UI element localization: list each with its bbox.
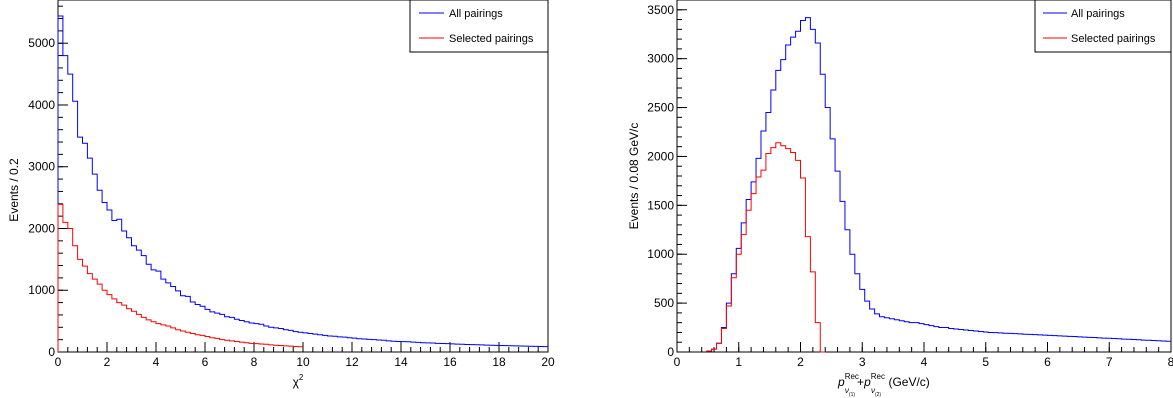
right-x-axis-title-subsub2: (2) [875, 392, 881, 398]
left-series-all-pairings [57, 15, 548, 352]
left-y-tick-label: 0 [48, 345, 55, 359]
left-x-tick-label: 0 [55, 355, 62, 369]
right-legend-label-selected: Selected pairings [1071, 33, 1156, 45]
right-chart: 0 500 1000 1500 2000 2500 3000 3500 0 1 2 3 4 5 6 7 8 E… [627, 0, 1173, 398]
right-plot-frame [676, 0, 1172, 353]
right-y-axis: 0 500 1000 1500 2000 2500 3000 3500 [647, 0, 687, 359]
right-x-tick-label: 1 [735, 355, 742, 369]
left-y-tick-label: 4000 [28, 98, 55, 112]
right-x-axis-title-sup2: Rec [871, 372, 885, 381]
left-x-tick-label: 6 [202, 355, 209, 369]
left-y-tick-label: 3000 [28, 160, 55, 174]
right-legend-label-all: All pairings [1071, 8, 1125, 20]
right-x-tick-label: 8 [1168, 355, 1173, 369]
right-x-axis: 0 1 2 3 4 5 6 7 8 [674, 342, 1173, 369]
right-x-axis-title-unit: (GeV/c) [885, 375, 930, 389]
left-x-tick-label: 16 [443, 355, 457, 369]
right-y-tick-label: 0 [667, 345, 674, 359]
right-x-tick-label: 4 [921, 355, 928, 369]
right-x-axis-title-sup1: Rec [845, 372, 859, 381]
left-x-tick-label: 4 [153, 355, 160, 369]
left-series-group [57, 15, 548, 352]
right-x-tick-label: 0 [674, 355, 681, 369]
left-x-tick-label: 10 [296, 355, 310, 369]
left-y-axis-title: Events / 0.2 [7, 158, 21, 222]
right-series-selected-pairings [706, 142, 826, 353]
right-y-tick-label: 1500 [647, 198, 674, 212]
left-legend-label-selected: Selected pairings [449, 33, 534, 45]
right-series-all-pairings [706, 17, 1171, 352]
right-x-tick-label: 6 [1044, 355, 1051, 369]
left-x-tick-label: 14 [394, 355, 408, 369]
left-legend-label-all: All pairings [449, 8, 503, 20]
right-x-axis-title-subsub1: (1) [849, 392, 855, 398]
right-x-axis-title-sub1: ν [845, 386, 849, 395]
right-x-axis-title: pRec ν(1)+pRec ν(2) (GeV/c) [837, 372, 930, 398]
right-y-tick-label: 1000 [647, 247, 674, 261]
left-x-tick-label: 2 [104, 355, 111, 369]
left-x-axis: 0 2 4 6 8 10 12 14 16 18 20 [55, 342, 555, 369]
right-legend: All pairings Selected pairings [1034, 0, 1172, 53]
right-x-tick-label: 3 [859, 355, 866, 369]
left-legend-box [409, 0, 549, 53]
left-x-axis-title: χ2 [293, 373, 304, 389]
right-y-tick-label: 2000 [647, 149, 674, 163]
right-y-tick-label: 500 [654, 296, 674, 310]
left-x-axis-title-superscript: 2 [299, 373, 304, 382]
left-y-axis: 0 1000 2000 3000 4000 5000 [28, 5, 68, 359]
right-legend-box [1034, 0, 1172, 53]
right-series-group [706, 17, 1171, 353]
right-x-tick-label: 7 [1106, 355, 1113, 369]
right-x-tick-label: 2 [797, 355, 804, 369]
right-y-tick-label: 3000 [647, 52, 674, 66]
right-x-axis-title-p2: p [863, 375, 871, 389]
left-y-tick-label: 5000 [28, 36, 55, 50]
right-y-tick-label: 2500 [647, 101, 674, 115]
left-x-tick-label: 18 [492, 355, 506, 369]
right-y-tick-label: 3500 [647, 3, 674, 17]
left-x-axis-title-symbol: χ [293, 375, 300, 389]
right-x-axis-title-sub2: ν [871, 386, 875, 395]
left-y-tick-label: 2000 [28, 221, 55, 235]
right-x-axis-title-p1: p [837, 375, 845, 389]
right-x-tick-label: 5 [982, 355, 989, 369]
left-x-tick-label: 20 [541, 355, 555, 369]
right-y-axis-title: Events / 0.08 GeV/c [627, 123, 641, 230]
left-y-tick-label: 1000 [28, 283, 55, 297]
left-x-tick-label: 12 [345, 355, 359, 369]
left-plot-frame [57, 0, 549, 353]
left-legend: All pairings Selected pairings [409, 0, 549, 53]
left-x-tick-label: 8 [251, 355, 258, 369]
right-x-axis-title-plus: + [857, 375, 864, 389]
left-series-selected-pairings [57, 203, 303, 352]
